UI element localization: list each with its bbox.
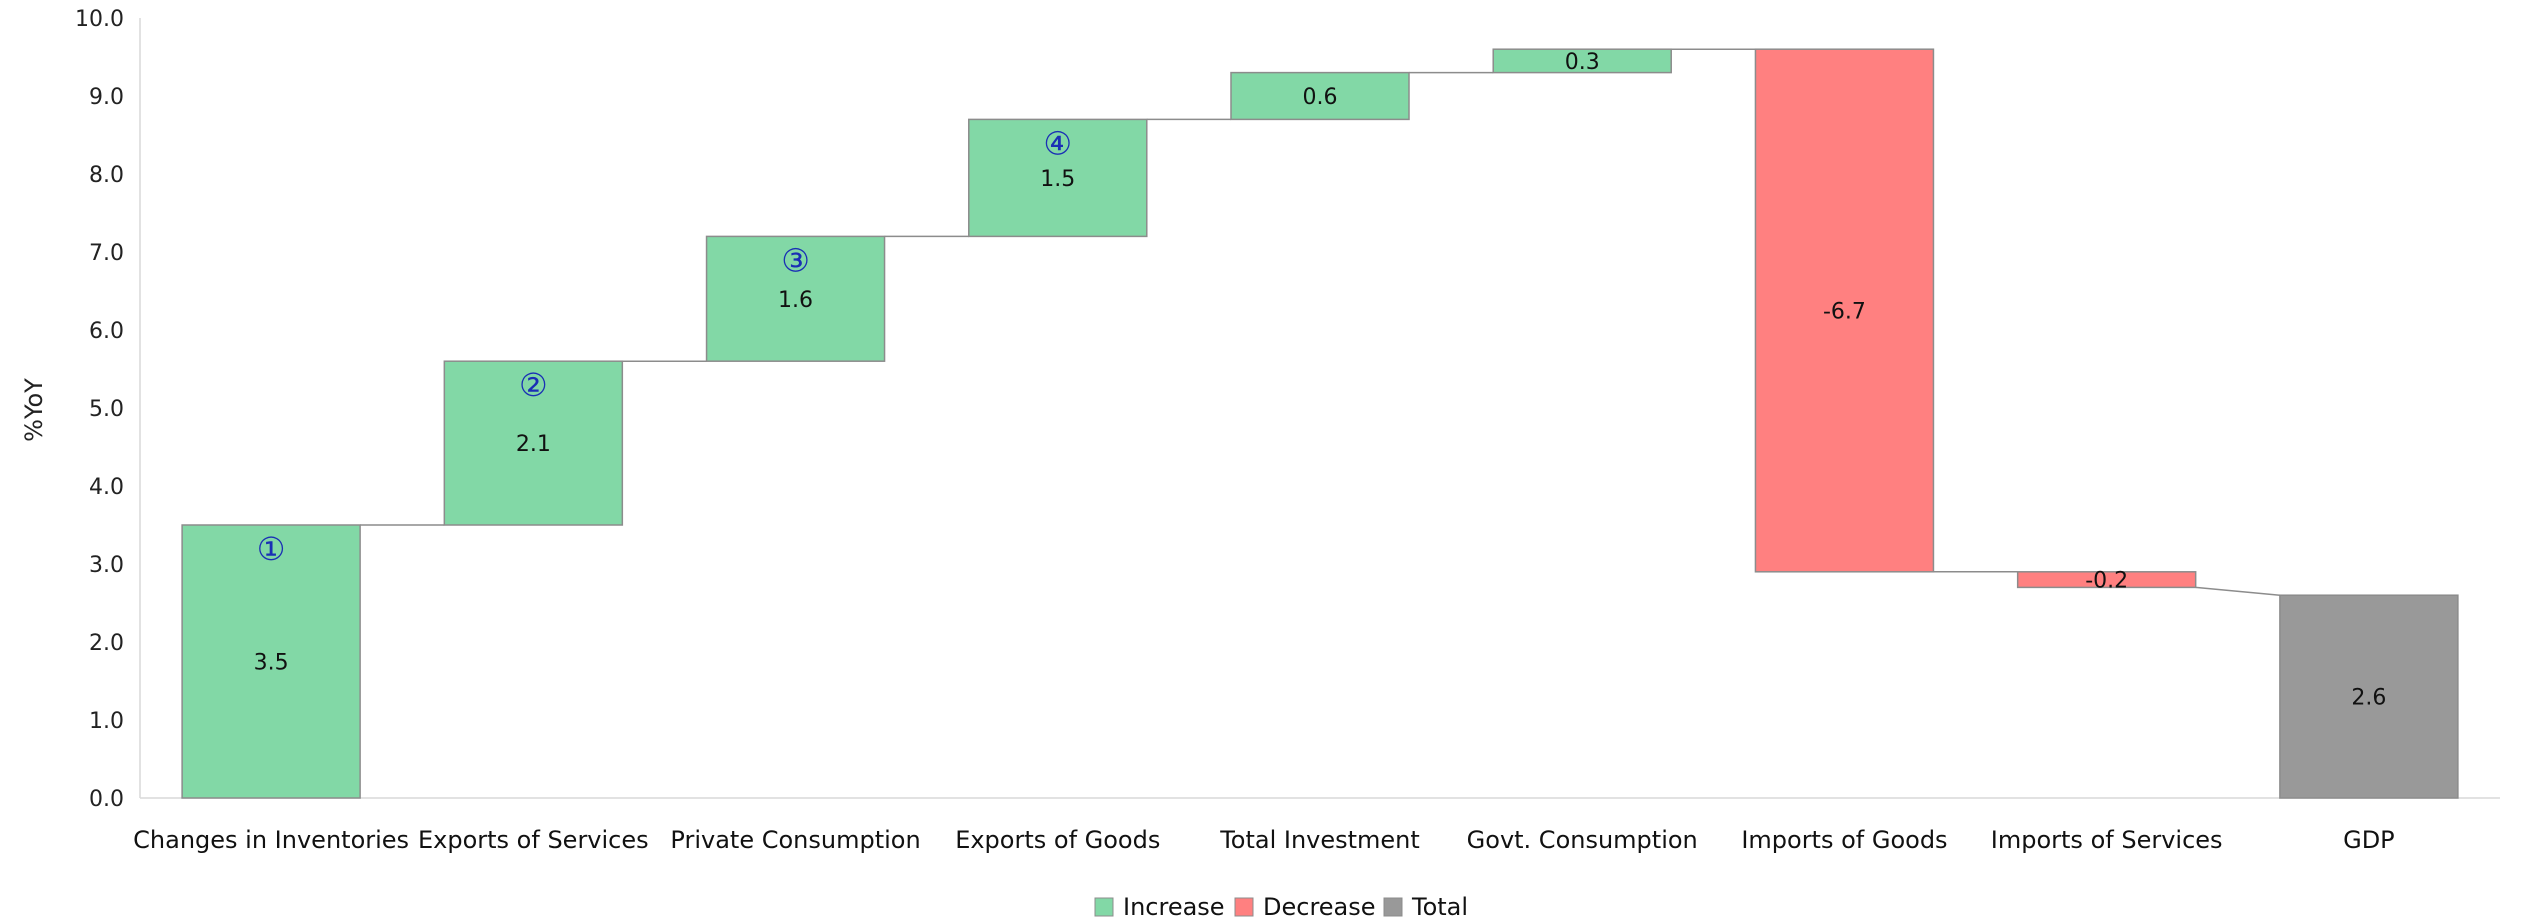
category-label: Imports of Services <box>1991 826 2223 854</box>
bar-decrease <box>2016 571 2197 589</box>
legend-swatch-increase <box>1094 897 1114 917</box>
category-label: Exports of Services <box>418 826 649 854</box>
bar-decrease <box>1754 48 1935 573</box>
category-label: Changes in Inventories <box>133 826 409 854</box>
y-tick-label: 8.0 <box>89 163 124 188</box>
bar-total <box>2279 594 2459 799</box>
data-label: 1.5 <box>1040 167 1075 192</box>
connector-line <box>2195 586 2280 596</box>
data-label: 3.5 <box>254 651 289 676</box>
category-label: Imports of Goods <box>1741 826 1947 854</box>
category-label: Total Investment <box>1219 826 1420 854</box>
category-label: Private Consumption <box>670 826 920 854</box>
y-tick-label: 2.0 <box>89 631 124 656</box>
y-tick-label: 9.0 <box>89 85 124 110</box>
y-tick-label: 3.0 <box>89 553 124 578</box>
legend-label: Increase <box>1123 893 1225 921</box>
bars <box>181 48 2459 799</box>
y-tick-label: 7.0 <box>89 241 124 266</box>
data-label: 0.6 <box>1303 85 1338 110</box>
annotation-markers: ① ② ③ ④ <box>257 124 1072 568</box>
legend-label: Total <box>1411 893 1468 921</box>
bar-increase <box>443 360 624 526</box>
category-labels: Changes in Inventories Exports of Service… <box>133 826 2395 854</box>
data-label: 2.1 <box>516 432 551 457</box>
bar-increase <box>181 524 361 799</box>
y-tick-label: 0.0 <box>89 787 124 812</box>
annotation-marker: ② <box>519 366 548 404</box>
bar-increase <box>968 118 1148 238</box>
category-label: Govt. Consumption <box>1467 826 1698 854</box>
annotation-marker: ④ <box>1043 124 1072 162</box>
y-tick-label: 6.0 <box>89 319 124 344</box>
bar-increase <box>705 235 886 362</box>
y-tick-label: 10.0 <box>75 7 124 32</box>
annotation-marker: ③ <box>781 241 810 279</box>
data-label: 1.6 <box>778 288 813 313</box>
legend-swatch-decrease <box>1234 897 1254 917</box>
y-axis-label: %YoY <box>20 378 48 442</box>
category-label: GDP <box>2343 826 2395 854</box>
y-tick-label: 5.0 <box>89 397 124 422</box>
bar-increase <box>1492 48 1672 74</box>
legend: Increase Decrease Total <box>1094 893 1468 921</box>
legend-swatch-total <box>1383 897 1403 917</box>
axes <box>139 18 2500 799</box>
legend-label: Decrease <box>1263 893 1376 921</box>
y-tick-label: 1.0 <box>89 709 124 734</box>
bar-increase <box>1230 71 1410 121</box>
category-label: Exports of Goods <box>955 826 1160 854</box>
data-label: 0.3 <box>1565 50 1600 75</box>
data-label: -0.2 <box>2085 569 2128 594</box>
y-tick-label: 4.0 <box>89 475 124 500</box>
annotation-marker: ① <box>257 530 286 568</box>
data-label: 2.6 <box>2351 686 2386 711</box>
y-axis-ticks: 0.0 1.0 2.0 3.0 4.0 5.0 6.0 7.0 8.0 9.0 10.0 <box>75 7 124 812</box>
connector-lines <box>360 48 2280 596</box>
data-labels: 3.5 2.1 1.6 1.5 0.6 0.3 -6.7 -0.2 2.6 <box>254 50 2387 711</box>
data-label: -6.7 <box>1823 300 1866 325</box>
